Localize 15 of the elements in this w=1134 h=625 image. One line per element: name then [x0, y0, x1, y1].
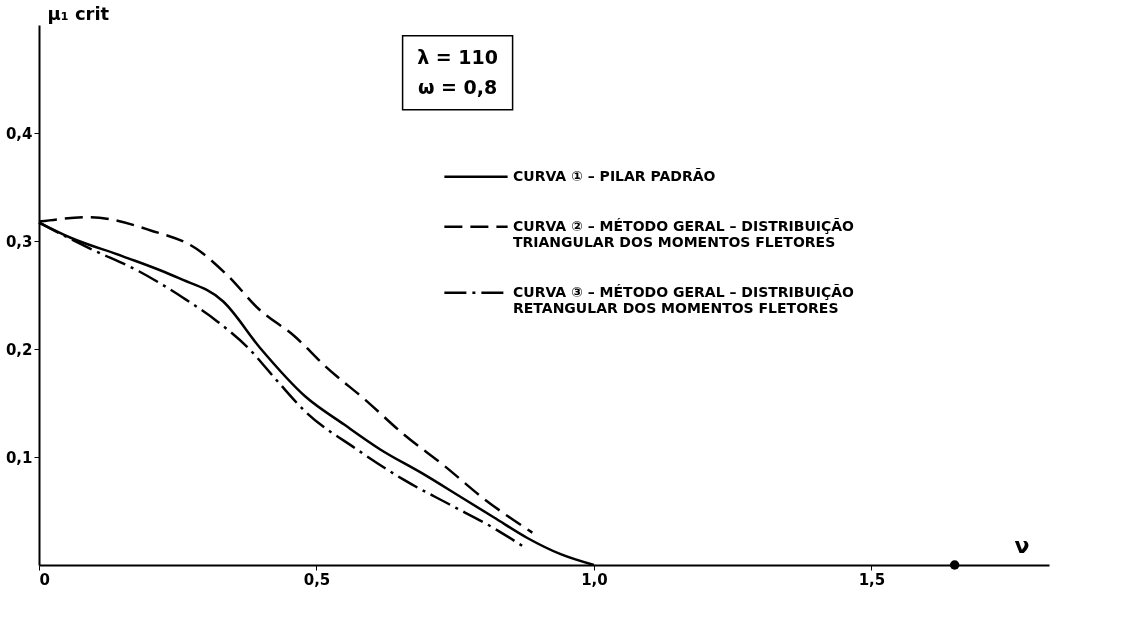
y-tick-label: 0,1	[5, 448, 33, 467]
x-tick-label: 1,0	[581, 570, 608, 589]
y-tick-label: 0,4	[5, 124, 33, 143]
x-tick-label: 1,5	[858, 570, 886, 589]
annotation: ω = 0,8	[417, 75, 498, 98]
x-tick-label: 0,5	[303, 570, 331, 589]
annotation: λ = 110	[417, 45, 499, 68]
x-axis-title: ν	[1014, 532, 1030, 558]
y-tick-label: 0,2	[5, 340, 33, 359]
legend-label: CURVA ① – PILAR PADRÃO	[513, 167, 716, 184]
legend-label: CURVA ② – MÉTODO GERAL – DISTRIBUIÇÃO TRIANGULAR DOS MOMENTOS FLETORES	[513, 217, 855, 250]
y-tick-label: 0,3	[5, 232, 33, 251]
legend-label: CURVA ③ – MÉTODO GERAL – DISTRIBUIÇÃO RETANGULAR DOS MOMENTOS FLETORES	[513, 283, 855, 316]
y-axis-title: μ₁ crit	[47, 2, 110, 24]
x-tick-label: 0	[39, 570, 50, 589]
